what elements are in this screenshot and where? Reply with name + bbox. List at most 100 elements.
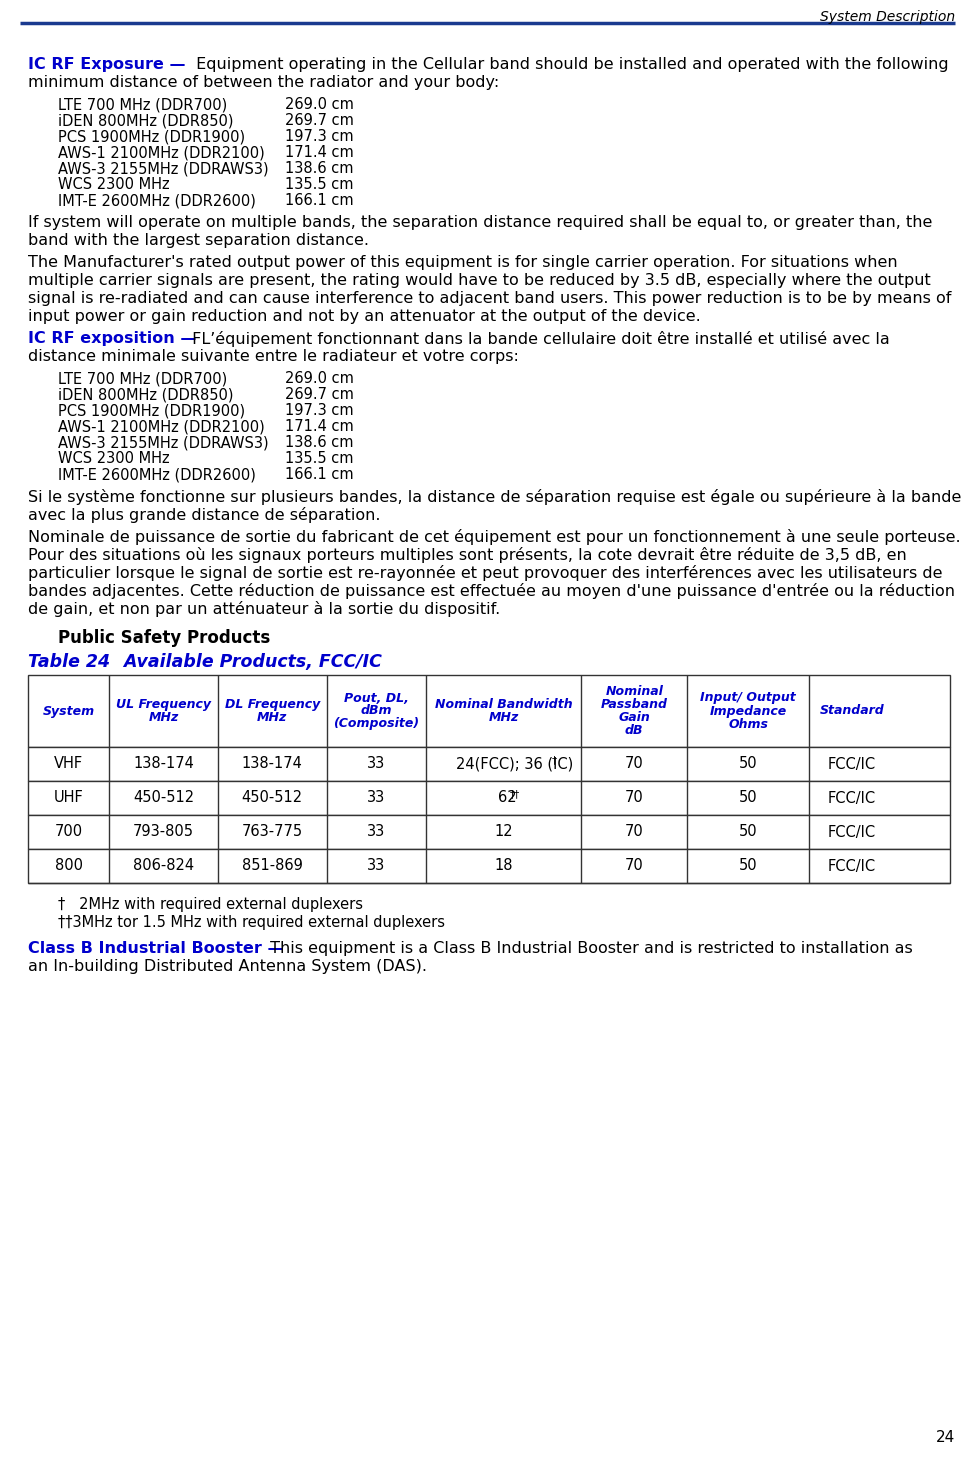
Text: an In-building Distributed Antenna System (DAS).: an In-building Distributed Antenna Syste…	[28, 959, 427, 974]
Text: signal is re-radiated and can cause interference to adjacent band users. This po: signal is re-radiated and can cause inte…	[28, 290, 952, 307]
Text: Pout, DL,: Pout, DL,	[344, 691, 409, 704]
Text: minimum distance of between the radiator and your body:: minimum distance of between the radiator…	[28, 75, 499, 89]
Text: avec la plus grande distance de séparation.: avec la plus grande distance de séparati…	[28, 508, 380, 524]
Text: UL Frequency: UL Frequency	[116, 698, 211, 711]
Text: Nominale de puissance de sortie du fabricant de cet équipement est pour un fonct: Nominale de puissance de sortie du fabri…	[28, 530, 960, 546]
Text: WCS 2300 MHz: WCS 2300 MHz	[58, 178, 170, 192]
Text: dB: dB	[625, 725, 644, 736]
Text: MHz: MHz	[257, 711, 288, 725]
Text: 50: 50	[739, 791, 758, 805]
Text: Nominal: Nominal	[605, 685, 663, 698]
Text: AWS-3 2155MHz (DDRAWS3): AWS-3 2155MHz (DDRAWS3)	[58, 436, 269, 450]
Text: de gain, et non par un atténuateur à la sortie du dispositif.: de gain, et non par un atténuateur à la …	[28, 601, 500, 618]
Text: 800: 800	[55, 858, 83, 873]
Text: 18: 18	[494, 858, 513, 873]
Text: 166.1 cm: 166.1 cm	[285, 194, 354, 208]
Text: 135.5 cm: 135.5 cm	[285, 178, 354, 192]
Text: Available Products, FCC/IC: Available Products, FCC/IC	[106, 653, 382, 670]
Text: 70: 70	[625, 858, 644, 873]
Text: ††: ††	[510, 789, 520, 800]
Text: Table 24: Table 24	[28, 653, 110, 670]
Text: 269.0 cm: 269.0 cm	[285, 97, 354, 111]
Text: 450-512: 450-512	[133, 791, 194, 805]
Bar	[28, 675, 950, 747]
Text: IMT-E 2600MHz (DDR2600): IMT-E 2600MHz (DDR2600)	[58, 194, 255, 208]
Text: (Composite): (Composite)	[333, 717, 419, 731]
Text: multiple carrier signals are present, the rating would have to be reduced by 3.5: multiple carrier signals are present, th…	[28, 273, 931, 288]
Text: Si le système fonctionne sur plusieurs bandes, la distance de séparation requise: Si le système fonctionne sur plusieurs b…	[28, 489, 961, 505]
Text: 70: 70	[625, 791, 644, 805]
Text: MHz: MHz	[148, 711, 178, 725]
Text: UHF: UHF	[54, 791, 84, 805]
Text: 135.5 cm: 135.5 cm	[285, 450, 354, 467]
Text: Standard: Standard	[819, 704, 884, 717]
Text: 793-805: 793-805	[133, 824, 194, 839]
Text: 33: 33	[368, 757, 386, 772]
Text: 24: 24	[936, 1430, 955, 1445]
Text: 138.6 cm: 138.6 cm	[285, 436, 354, 450]
Text: IC RF exposition —: IC RF exposition —	[28, 332, 196, 346]
Text: †   2MHz with required external duplexers: † 2MHz with required external duplexers	[58, 896, 363, 912]
Text: †: †	[552, 756, 557, 764]
Text: WCS 2300 MHz: WCS 2300 MHz	[58, 450, 170, 467]
Text: 171.4 cm: 171.4 cm	[285, 420, 354, 434]
Text: 269.7 cm: 269.7 cm	[285, 387, 354, 402]
Text: AWS-3 2155MHz (DDRAWS3): AWS-3 2155MHz (DDRAWS3)	[58, 161, 269, 176]
Text: FCC/IC: FCC/IC	[828, 791, 876, 805]
Text: LTE 700 MHz (DDR700): LTE 700 MHz (DDR700)	[58, 97, 227, 111]
Text: LTE 700 MHz (DDR700): LTE 700 MHz (DDR700)	[58, 371, 227, 386]
Text: ††3MHz tor 1.5 MHz with required external duplexers: ††3MHz tor 1.5 MHz with required externa…	[58, 915, 445, 930]
Text: Equipment operating in the Cellular band should be installed and operated with t: Equipment operating in the Cellular band…	[191, 57, 949, 72]
Text: 50: 50	[739, 858, 758, 873]
Text: 33: 33	[368, 791, 386, 805]
Text: band with the largest separation distance.: band with the largest separation distanc…	[28, 233, 369, 248]
Text: IC RF Exposure —: IC RF Exposure —	[28, 57, 185, 72]
Text: 138-174: 138-174	[134, 757, 194, 772]
Text: 450-512: 450-512	[242, 791, 303, 805]
Text: MHz: MHz	[488, 711, 519, 725]
Text: 197.3 cm: 197.3 cm	[285, 403, 354, 418]
Text: 269.0 cm: 269.0 cm	[285, 371, 354, 386]
Text: input power or gain reduction and not by an attenuator at the output of the devi: input power or gain reduction and not by…	[28, 310, 701, 324]
Text: VHF: VHF	[54, 757, 83, 772]
Text: dBm: dBm	[361, 704, 392, 717]
Text: particulier lorsque le signal de sortie est re-rayonnée et peut provoquer des in: particulier lorsque le signal de sortie …	[28, 565, 943, 581]
Text: IMT-E 2600MHz (DDR2600): IMT-E 2600MHz (DDR2600)	[58, 467, 255, 483]
Text: Passband: Passband	[601, 698, 668, 711]
Text: System: System	[43, 704, 95, 717]
Text: AWS-1 2100MHz (DDR2100): AWS-1 2100MHz (DDR2100)	[58, 145, 265, 160]
Text: 269.7 cm: 269.7 cm	[285, 113, 354, 128]
Text: 33: 33	[368, 824, 386, 839]
Text: 24(FCC); 36 (IC): 24(FCC); 36 (IC)	[455, 757, 573, 772]
Text: 171.4 cm: 171.4 cm	[285, 145, 354, 160]
Text: bandes adjacentes. Cette réduction de puissance est effectuée au moyen d'une pui: bandes adjacentes. Cette réduction de pu…	[28, 582, 955, 599]
Text: 50: 50	[739, 824, 758, 839]
Text: Class B Industrial Booster —: Class B Industrial Booster —	[28, 940, 284, 956]
Text: DL Frequency: DL Frequency	[224, 698, 320, 711]
Text: FL’équipement fonctionnant dans la bande cellulaire doit être installé et utilis: FL’équipement fonctionnant dans la bande…	[187, 332, 890, 348]
Text: FCC/IC: FCC/IC	[828, 858, 876, 873]
Text: The Manufacturer's rated output power of this equipment is for single carrier op: The Manufacturer's rated output power of…	[28, 255, 898, 270]
Text: Nominal Bandwidth: Nominal Bandwidth	[435, 698, 572, 711]
Text: PCS 1900MHz (DDR1900): PCS 1900MHz (DDR1900)	[58, 129, 245, 144]
Bar	[28, 780, 950, 816]
Text: 197.3 cm: 197.3 cm	[285, 129, 354, 144]
Text: 138.6 cm: 138.6 cm	[285, 161, 354, 176]
Text: This equipment is a Class B Industrial Booster and is restricted to installation: This equipment is a Class B Industrial B…	[265, 940, 913, 956]
Text: 62: 62	[498, 791, 517, 805]
Text: 50: 50	[739, 757, 758, 772]
Text: 763-775: 763-775	[242, 824, 303, 839]
Text: AWS-1 2100MHz (DDR2100): AWS-1 2100MHz (DDR2100)	[58, 420, 265, 434]
Text: 806-824: 806-824	[133, 858, 194, 873]
Text: 70: 70	[625, 824, 644, 839]
Text: Pour des situations où les signaux porteurs multiples sont présents, la cote dev: Pour des situations où les signaux porte…	[28, 547, 907, 563]
Text: 12: 12	[494, 824, 513, 839]
Text: iDEN 800MHz (DDR850): iDEN 800MHz (DDR850)	[58, 387, 233, 402]
Text: FCC/IC: FCC/IC	[828, 824, 876, 839]
Text: PCS 1900MHz (DDR1900): PCS 1900MHz (DDR1900)	[58, 403, 245, 418]
Text: Public Safety Products: Public Safety Products	[58, 629, 270, 647]
Text: Gain: Gain	[618, 711, 650, 725]
Text: 70: 70	[625, 757, 644, 772]
Bar	[28, 849, 950, 883]
Text: 138-174: 138-174	[242, 757, 303, 772]
